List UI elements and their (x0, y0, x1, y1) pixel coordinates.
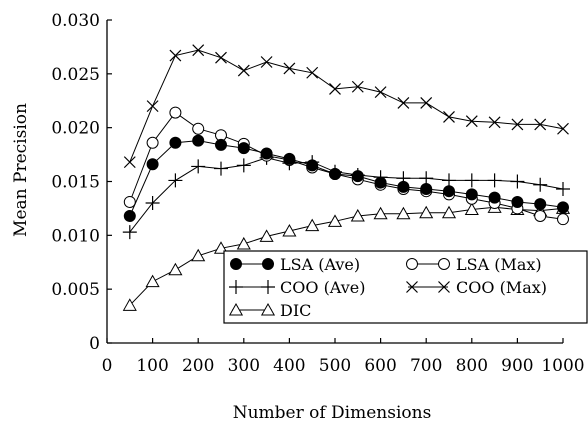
data-point (170, 50, 181, 61)
data-point (237, 158, 251, 172)
x-tick-label: 700 (410, 356, 442, 376)
data-point (398, 181, 409, 192)
data-point (558, 123, 569, 134)
data-point (533, 178, 547, 192)
x-tick-label: 400 (273, 356, 305, 376)
data-point (444, 186, 455, 197)
data-point (512, 196, 523, 207)
data-point (307, 67, 318, 78)
data-point (231, 259, 242, 270)
data-point (261, 56, 272, 67)
x-tick-label: 100 (136, 356, 168, 376)
x-tick-label: 800 (456, 356, 488, 376)
y-tick-label: 0.015 (51, 173, 100, 193)
data-point (169, 264, 181, 275)
x-tick-label: 1000 (541, 356, 584, 376)
legend-label: COO (Max) (456, 278, 547, 297)
data-point (535, 210, 546, 221)
data-point (263, 259, 274, 270)
x-tick-label: 500 (319, 356, 351, 376)
y-tick-label: 0.005 (51, 280, 100, 300)
data-point (558, 214, 569, 225)
data-point (260, 230, 272, 241)
legend-label: LSA (Max) (456, 255, 542, 274)
x-tick-label: 300 (228, 356, 260, 376)
legend-label: LSA (Ave) (280, 255, 360, 274)
data-point (352, 171, 363, 182)
x-tick-label: 0 (102, 356, 113, 376)
data-point (535, 199, 546, 210)
data-point (307, 160, 318, 171)
data-point (284, 153, 295, 164)
data-point (214, 162, 228, 176)
legend: LSA (Ave) LSA (Max) COO (Ave) COO (Max) DIC (224, 251, 587, 323)
data-point (238, 65, 249, 76)
data-point (261, 148, 272, 159)
data-point (147, 137, 158, 148)
series-coo-max (124, 45, 568, 168)
y-tick-label: 0.025 (51, 65, 100, 85)
series-coo-ave (123, 151, 570, 239)
data-point (439, 259, 450, 270)
y-tick-label: 0 (89, 334, 100, 354)
data-point (193, 135, 204, 146)
x-axis-label: Number of Dimensions (233, 403, 432, 423)
data-point (170, 107, 181, 118)
data-point (124, 157, 135, 168)
series-lsa-max (124, 107, 568, 225)
data-point (193, 123, 204, 134)
data-point (238, 143, 249, 154)
data-point (556, 182, 570, 196)
data-point (238, 238, 250, 249)
data-point (123, 225, 137, 239)
data-point (191, 159, 205, 173)
data-point (147, 101, 158, 112)
y-tick-label: 0.010 (51, 226, 100, 246)
data-point (421, 184, 432, 195)
data-point (330, 168, 341, 179)
data-point (558, 202, 569, 213)
data-point (375, 177, 386, 188)
data-point (284, 63, 295, 74)
data-point (146, 276, 158, 287)
legend-label: DIC (280, 301, 311, 320)
data-point (465, 173, 479, 187)
data-point (124, 210, 135, 221)
x-tick-label: 900 (501, 356, 533, 376)
data-point (489, 192, 500, 203)
data-point (124, 196, 135, 207)
x-tick-label: 600 (364, 356, 396, 376)
data-point (216, 139, 227, 150)
data-point (510, 175, 524, 189)
data-point (170, 137, 181, 148)
y-tick-label: 0.030 (51, 11, 100, 31)
data-point (147, 159, 158, 170)
y-tick-label: 0.020 (51, 119, 100, 139)
x-tick-label: 200 (182, 356, 214, 376)
data-point (192, 250, 204, 261)
data-point (375, 87, 386, 98)
data-point (283, 225, 295, 236)
data-point (444, 111, 455, 122)
data-point (407, 259, 418, 270)
data-point (216, 52, 227, 63)
data-point (193, 45, 204, 56)
legend-label: COO (Ave) (280, 278, 365, 297)
data-point (488, 173, 502, 187)
data-point (329, 215, 341, 226)
data-point (466, 189, 477, 200)
y-axis-label: Mean Precision (11, 103, 31, 237)
